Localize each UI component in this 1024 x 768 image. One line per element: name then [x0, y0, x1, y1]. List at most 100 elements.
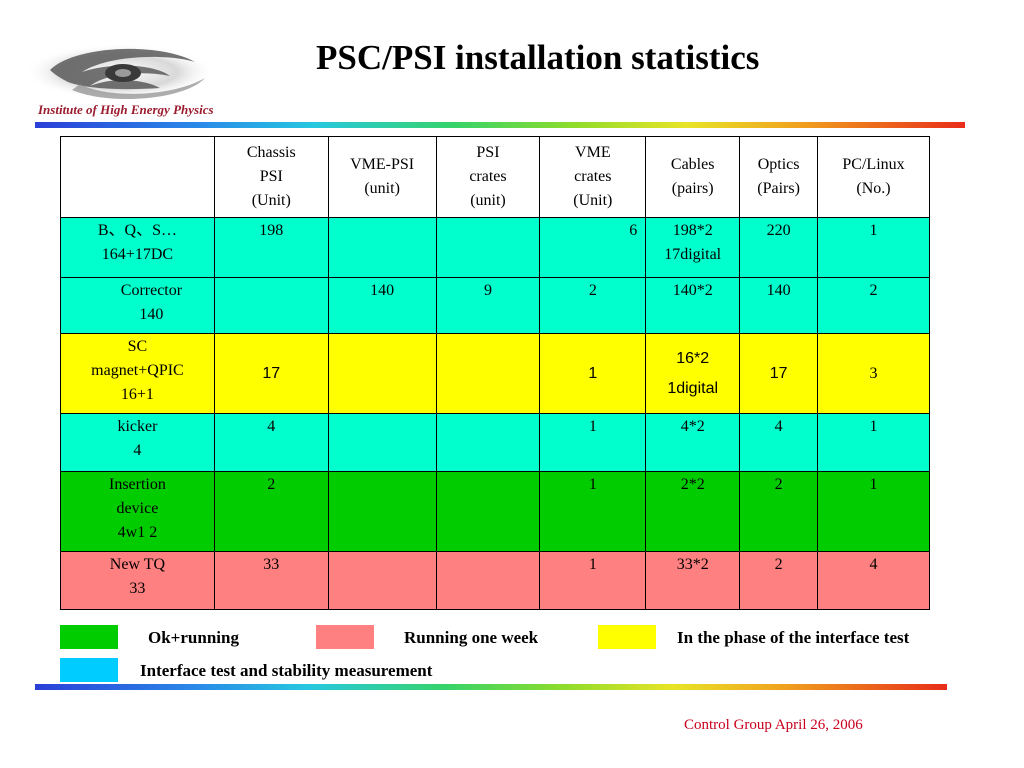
- column-header: Optics (Pairs): [739, 136, 819, 218]
- table-header-row: Chassis PSI (Unit) VME-PSI (unit) PSI crates (u…: [60, 136, 930, 218]
- row-label-line: 4: [133, 442, 142, 459]
- table-row: SC magnet+QPIC 16+1 17 1 16*2 1digital 17 3: [60, 333, 930, 414]
- footer-credit: Control Group April 26, 2006: [684, 717, 863, 733]
- table-row: Insertion device 4w1 2 2 1 2*2 2 1: [60, 471, 930, 552]
- data-cell: 220: [739, 217, 819, 278]
- data-cell: 198: [213, 217, 329, 278]
- row-label-line: 33: [129, 580, 146, 597]
- table-row: B、Q、S… 164+17DC 198 6 198*2 17digital 220 1: [60, 217, 930, 278]
- cell-value: 33*2: [676, 556, 709, 573]
- row-label-cell: Insertion device 4w1 2: [60, 471, 215, 552]
- column-header-line: (unit): [470, 192, 506, 209]
- cell-value: 2: [267, 476, 276, 493]
- cell-value: 198: [259, 222, 284, 239]
- cell-value: 220: [766, 222, 791, 239]
- data-cell: 1: [539, 471, 647, 552]
- row-label-cell: SC magnet+QPIC 16+1: [60, 333, 215, 414]
- cell-value: 1digital: [667, 379, 719, 397]
- cell-value: 33: [263, 556, 280, 573]
- cell-value: 1: [869, 476, 878, 493]
- cell-value: 1: [588, 556, 597, 573]
- data-cell: 1: [539, 413, 647, 472]
- data-cell: [435, 471, 541, 552]
- cell-value: 9: [483, 282, 492, 299]
- row-label-line: SC: [127, 338, 148, 355]
- row-label-line: B、Q、S…: [97, 222, 177, 239]
- data-cell: 1: [817, 413, 930, 472]
- data-cell: 1: [539, 551, 647, 610]
- data-cell: 4: [739, 413, 819, 472]
- row-label-cell: kicker 4: [60, 413, 215, 472]
- cell-value: 4: [267, 418, 276, 435]
- row-label-cell: New TQ 33: [60, 551, 215, 610]
- cell-value: 16*2: [676, 349, 710, 367]
- data-cell: [327, 217, 437, 278]
- data-cell: [435, 413, 541, 472]
- data-cell: 4: [817, 551, 930, 610]
- data-cell: [213, 277, 329, 334]
- galaxy-logo-icon: [25, 44, 215, 100]
- cell-value: 140: [766, 282, 791, 299]
- row-label-line: 140: [139, 306, 164, 323]
- row-label-cell: B、Q、S… 164+17DC: [60, 217, 215, 278]
- legend-swatch-interface-test: [60, 658, 118, 682]
- cell-value: 4*2: [680, 418, 705, 435]
- data-cell: 6: [539, 217, 647, 278]
- column-header-line: (Unit): [251, 192, 291, 209]
- column-header-line: PSI: [476, 144, 500, 161]
- row-label-line: device: [116, 500, 159, 517]
- data-cell: 17: [739, 333, 819, 414]
- cell-value: 2*2: [680, 476, 705, 493]
- legend-swatch-ok-running: [60, 625, 118, 649]
- data-cell: 3: [817, 333, 930, 414]
- cell-value: 1: [588, 418, 597, 435]
- row-label-line: Insertion: [108, 476, 166, 493]
- logo-text: Institute of High Energy Physics: [38, 102, 214, 117]
- data-cell: 4*2: [645, 413, 741, 472]
- header-corner-cell: [60, 136, 215, 218]
- column-header: Chassis PSI (Unit): [213, 136, 329, 218]
- data-cell: [435, 551, 541, 610]
- data-cell: 2: [539, 277, 647, 334]
- row-label-line: 164+17DC: [101, 246, 174, 263]
- data-cell: [327, 413, 437, 472]
- data-cell: [327, 333, 437, 414]
- legend-label-running-one-week: Running one week: [404, 628, 539, 647]
- data-cell: 1: [817, 471, 930, 552]
- column-header: PSI crates (unit): [435, 136, 541, 218]
- data-cell: [435, 217, 541, 278]
- data-cell: 2: [739, 471, 819, 552]
- table-row: New TQ 33 33 1 33*2 2 4: [60, 551, 930, 610]
- cell-value: 2: [588, 282, 597, 299]
- column-header-line: Cables: [670, 156, 715, 173]
- data-cell: 140*2: [645, 277, 741, 334]
- column-header-line: PSI: [259, 168, 283, 185]
- data-cell: 33: [213, 551, 329, 610]
- data-cell: [327, 551, 437, 610]
- cell-value: 17: [262, 364, 281, 382]
- column-header-line: (unit): [364, 180, 400, 197]
- cell-value: 1: [588, 476, 597, 493]
- legend-label-interface-test: Interface test and stability measurement: [140, 661, 433, 680]
- legend-label-ok-running: Ok+running: [148, 628, 239, 647]
- cell-value: 1: [588, 364, 598, 382]
- column-header-line: (No.): [856, 180, 891, 197]
- data-cell: 1: [817, 217, 930, 278]
- row-label-cell: Corrector 140: [60, 277, 215, 334]
- cell-value: 1: [869, 418, 878, 435]
- cell-value: 140: [370, 282, 395, 299]
- rainbow-divider-top: [35, 122, 965, 128]
- installation-table: Chassis PSI (Unit) VME-PSI (unit) PSI crates (u…: [60, 136, 930, 610]
- rainbow-divider-bottom: [35, 684, 947, 690]
- table-row: Corrector 140 140 9 2 140*2 140 2: [60, 277, 930, 334]
- cell-value: 3: [869, 364, 878, 382]
- data-cell: 9: [435, 277, 541, 334]
- row-label-line: magnet+QPIC: [91, 362, 184, 379]
- data-cell: 198*2 17digital: [645, 217, 741, 278]
- data-cell: 2: [213, 471, 329, 552]
- column-header-line: (Unit): [573, 192, 613, 209]
- legend-swatch-interface-phase: [598, 625, 656, 649]
- data-cell: 1: [539, 333, 647, 414]
- data-cell: 4: [213, 413, 329, 472]
- slide-title: PSC/PSI installation statistics: [316, 38, 760, 77]
